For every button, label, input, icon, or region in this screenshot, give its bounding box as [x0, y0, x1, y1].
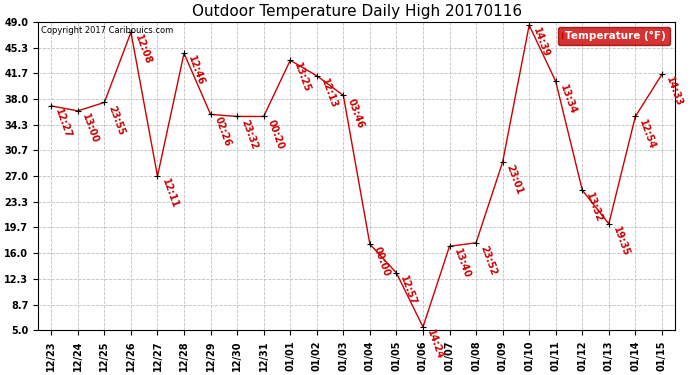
- Text: 12:46: 12:46: [186, 55, 206, 87]
- Text: 00:20: 00:20: [266, 118, 286, 150]
- Text: 12:11: 12:11: [159, 177, 179, 210]
- Title: Outdoor Temperature Daily High 20170116: Outdoor Temperature Daily High 20170116: [192, 4, 522, 19]
- Text: 23:01: 23:01: [505, 164, 525, 196]
- Legend: Temperature (°F): Temperature (°F): [558, 27, 670, 45]
- Text: 14:33: 14:33: [664, 76, 684, 108]
- Text: 13:34: 13:34: [558, 83, 578, 116]
- Text: 12:13: 12:13: [319, 77, 339, 110]
- Text: 13:00: 13:00: [80, 112, 100, 145]
- Text: 12:27: 12:27: [53, 107, 73, 140]
- Text: 03:46: 03:46: [346, 97, 366, 129]
- Text: 23:55: 23:55: [106, 104, 126, 136]
- Text: 13:32: 13:32: [584, 192, 604, 224]
- Text: 14:24: 14:24: [425, 328, 445, 361]
- Text: 13:40: 13:40: [452, 248, 472, 280]
- Text: 13:25: 13:25: [293, 62, 313, 94]
- Text: 12:08: 12:08: [133, 34, 153, 66]
- Text: 12:57: 12:57: [399, 274, 419, 307]
- Text: Copyright 2017 Caribouics.com: Copyright 2017 Caribouics.com: [41, 26, 173, 35]
- Text: 19:35: 19:35: [611, 225, 631, 258]
- Text: 23:32: 23:32: [239, 118, 259, 150]
- Text: 14:39: 14:39: [531, 27, 551, 59]
- Text: 12:54: 12:54: [638, 118, 658, 150]
- Text: 02:26: 02:26: [213, 116, 233, 148]
- Text: 00:00: 00:00: [372, 246, 392, 278]
- Text: 23:52: 23:52: [478, 244, 498, 277]
